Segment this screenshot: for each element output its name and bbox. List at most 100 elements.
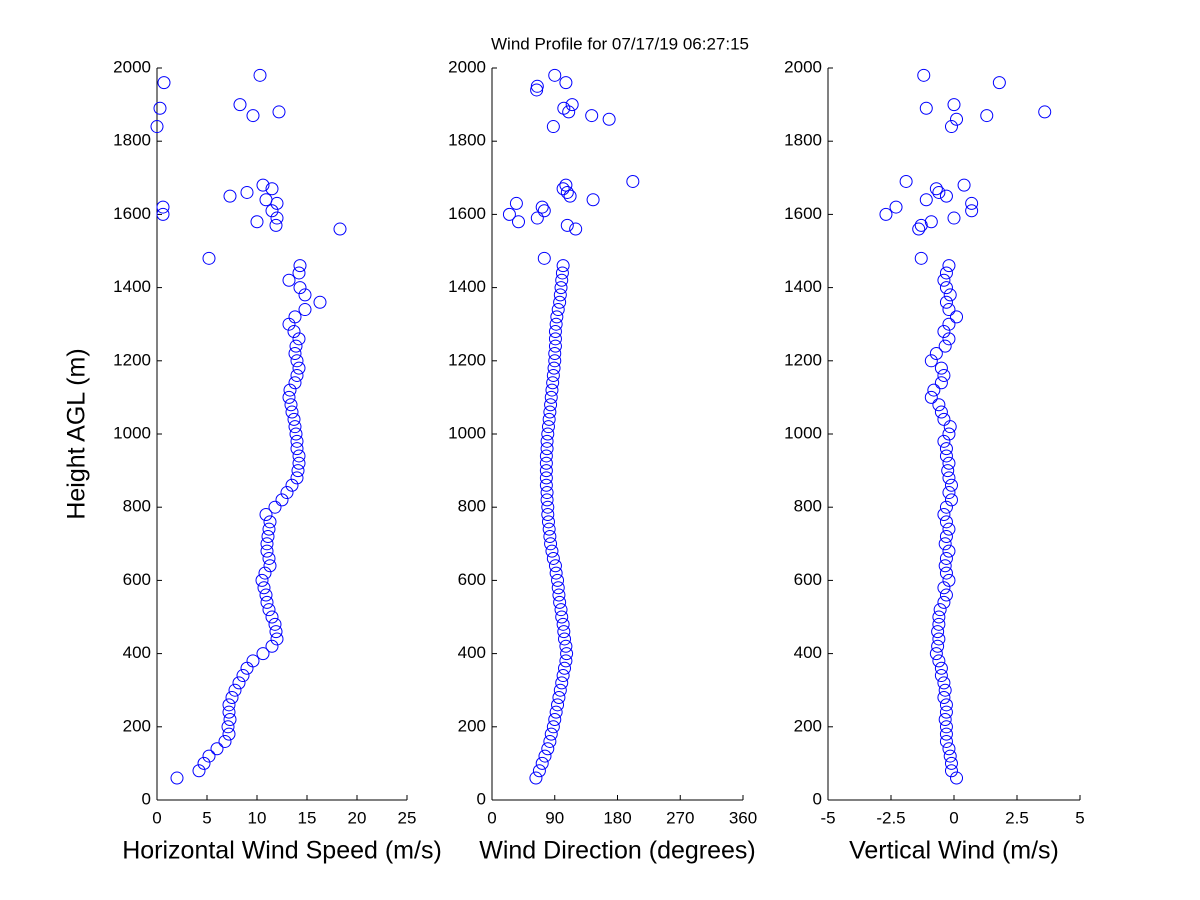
point [939,727,953,741]
point [253,68,267,82]
y-tick-label: 1800 [784,131,822,150]
y-tick-label: 1600 [113,204,151,223]
point [292,449,306,463]
point [550,310,564,324]
point [944,478,958,492]
point [939,588,953,602]
point [541,515,555,529]
point [541,427,555,441]
point [292,456,306,470]
point [939,705,953,719]
point [548,339,562,353]
point [537,251,551,265]
point [544,727,558,741]
point [933,603,947,617]
point [943,749,957,763]
point [565,98,579,112]
point [937,368,951,382]
point [548,712,562,726]
point [556,259,570,273]
point [270,632,284,646]
point [292,266,306,280]
point [548,332,562,346]
y-tick-label: 1200 [448,350,486,369]
point [558,661,572,675]
y-tick-label: 1400 [448,277,486,296]
y-tick-label: 1400 [113,277,151,296]
y-tick-label: 800 [123,497,151,516]
point [889,200,903,214]
point [554,281,568,295]
point [289,339,303,353]
point [259,193,273,207]
point [150,120,164,134]
x-tick-label: 0 [949,808,958,827]
x-tick-label: 0 [487,808,496,827]
point [942,427,956,441]
point [288,420,302,434]
y-tick-label: 200 [123,716,151,735]
point [543,529,557,543]
x-tick-label: 15 [298,808,317,827]
x-tick-label: 360 [729,808,757,827]
point [543,734,557,748]
point [257,581,271,595]
point [929,647,943,661]
point [282,390,296,404]
point [232,676,246,690]
point [156,207,170,221]
x-axis-label: Horizontal Wind Speed (m/s) [122,837,442,865]
point [256,178,270,192]
point [924,354,938,368]
point [992,76,1006,90]
point [240,185,254,199]
point [546,551,560,565]
point [569,222,583,236]
point [934,661,948,675]
x-tick-label: 2.5 [1005,808,1029,827]
point [939,442,953,456]
point [548,68,562,82]
point [552,691,566,705]
point [939,449,953,463]
x-tick-label: 270 [666,808,694,827]
y-tick-label: 0 [477,789,486,808]
y-tick-label: 1600 [448,204,486,223]
point [927,383,941,397]
point [934,669,948,683]
point [233,98,247,112]
point [293,259,307,273]
point [548,354,562,368]
point [298,288,312,302]
x-tick-label: 0 [152,808,161,827]
point [942,742,956,756]
point [265,639,279,653]
point [942,544,956,558]
point [260,544,274,558]
y-tick-label: 400 [458,643,486,662]
point [259,588,273,602]
point [939,720,953,734]
y-tick-label: 1000 [113,423,151,442]
y-tick-label: 0 [813,789,822,808]
point [290,471,304,485]
point [256,647,270,661]
point [539,464,553,478]
point [218,734,232,748]
point [153,101,167,115]
point [549,705,563,719]
point [551,303,565,317]
point [937,595,951,609]
point [539,471,553,485]
point [260,537,274,551]
x-tick-label: -5 [820,808,835,827]
point [313,295,327,309]
point [944,764,958,778]
point [924,390,938,404]
point [222,705,236,719]
point [222,698,236,712]
point [290,354,304,368]
y-tick-label: 800 [458,497,486,516]
point [553,295,567,309]
point [559,76,573,90]
